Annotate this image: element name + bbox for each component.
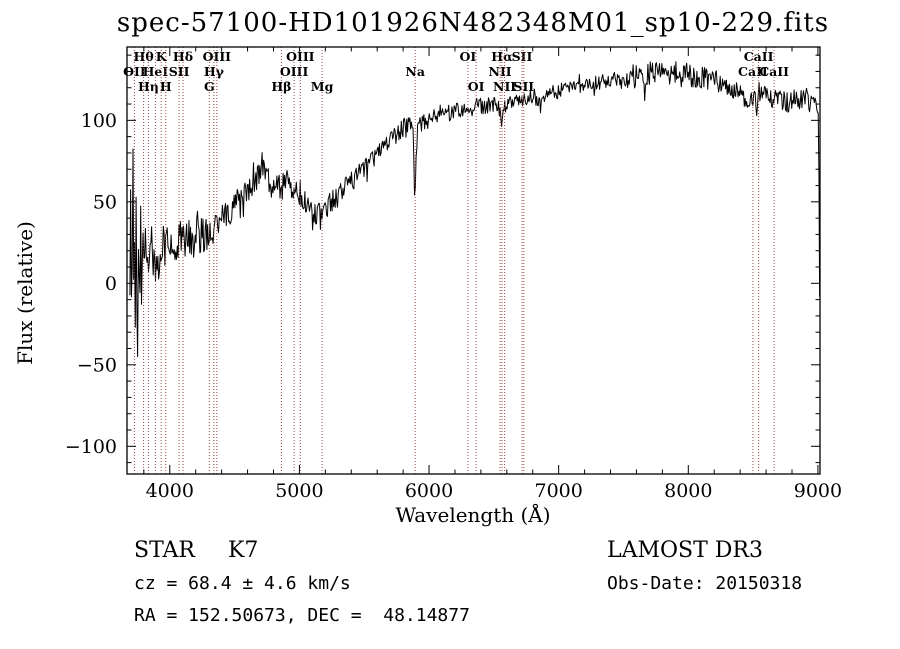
spectral-line-label: SII <box>513 79 534 94</box>
y-tick-label: −50 <box>77 354 117 376</box>
spectral-line-label: HeI <box>143 64 169 79</box>
x-tick-label: 7000 <box>534 480 582 502</box>
spectral-line-label: Na <box>405 64 425 79</box>
spectral-line-label: OI <box>460 49 477 64</box>
cz-value: cz = 68.4 ± 4.6 km/s <box>134 573 351 594</box>
spectral-line-label: OII <box>123 64 146 79</box>
spectral-line-label: OI <box>468 79 485 94</box>
x-tick-label: 4000 <box>146 480 194 502</box>
spectral-line-label: OIII <box>203 49 232 64</box>
spectral-line-label: NII <box>489 64 512 79</box>
x-tick-label: 6000 <box>405 480 453 502</box>
y-tick-label: 100 <box>81 110 117 132</box>
spectral-line-label: Hη <box>138 79 159 94</box>
spectral-line-label: K <box>156 49 168 64</box>
x-tick-label: 8000 <box>664 480 712 502</box>
coordinates-value: RA = 152.50673, DEC = 48.14877 <box>134 605 470 626</box>
subclass-label: K7 <box>228 538 258 563</box>
spectral-line-label: CaII <box>744 49 774 64</box>
spectral-line-label: CaII <box>738 64 768 79</box>
y-tick-label: −100 <box>65 436 117 458</box>
y-axis-label: Flux (relative) <box>13 221 37 365</box>
obs-date-value: Obs-Date: 20150318 <box>607 573 802 594</box>
x-axis-label: Wavelength (Å) <box>395 502 550 527</box>
plot-area: OIIHθHηHeIKHSIIHδGHγOIIIHβOIIIOIIIMgNaOI… <box>65 46 842 502</box>
y-tick-label: 50 <box>93 191 117 213</box>
spectral-line-label: CaII <box>759 64 789 79</box>
spectral-line-label: OIII <box>286 49 315 64</box>
spectral-line-label: H <box>160 79 172 94</box>
spectral-line-label: Hβ <box>271 79 291 94</box>
spectral-line-label: Hγ <box>204 64 225 79</box>
spectrum-trace <box>129 61 821 358</box>
survey-label: LAMOST DR3 <box>607 538 763 563</box>
x-tick-label: 5000 <box>275 480 323 502</box>
spectral-line-label: NII <box>493 79 516 94</box>
object-class-label: STAR <box>134 538 196 563</box>
plot-border <box>126 46 821 475</box>
spectral-line-label: SII <box>512 49 533 64</box>
spectral-line-label: G <box>204 79 215 94</box>
spectral-line-label: Mg <box>311 79 334 94</box>
spectral-line-label: OIII <box>280 64 309 79</box>
spectral-line-label: Hθ <box>134 49 154 64</box>
spectral-line-label: SII <box>169 64 190 79</box>
spectral-line-label: Hα <box>491 49 513 64</box>
y-tick-label: 0 <box>105 273 117 295</box>
x-tick-label: 9000 <box>794 480 842 502</box>
plot-title: spec-57100-HD101926N482348M01_sp10-229.f… <box>117 8 829 38</box>
spectral-line-label: Hδ <box>173 49 193 64</box>
